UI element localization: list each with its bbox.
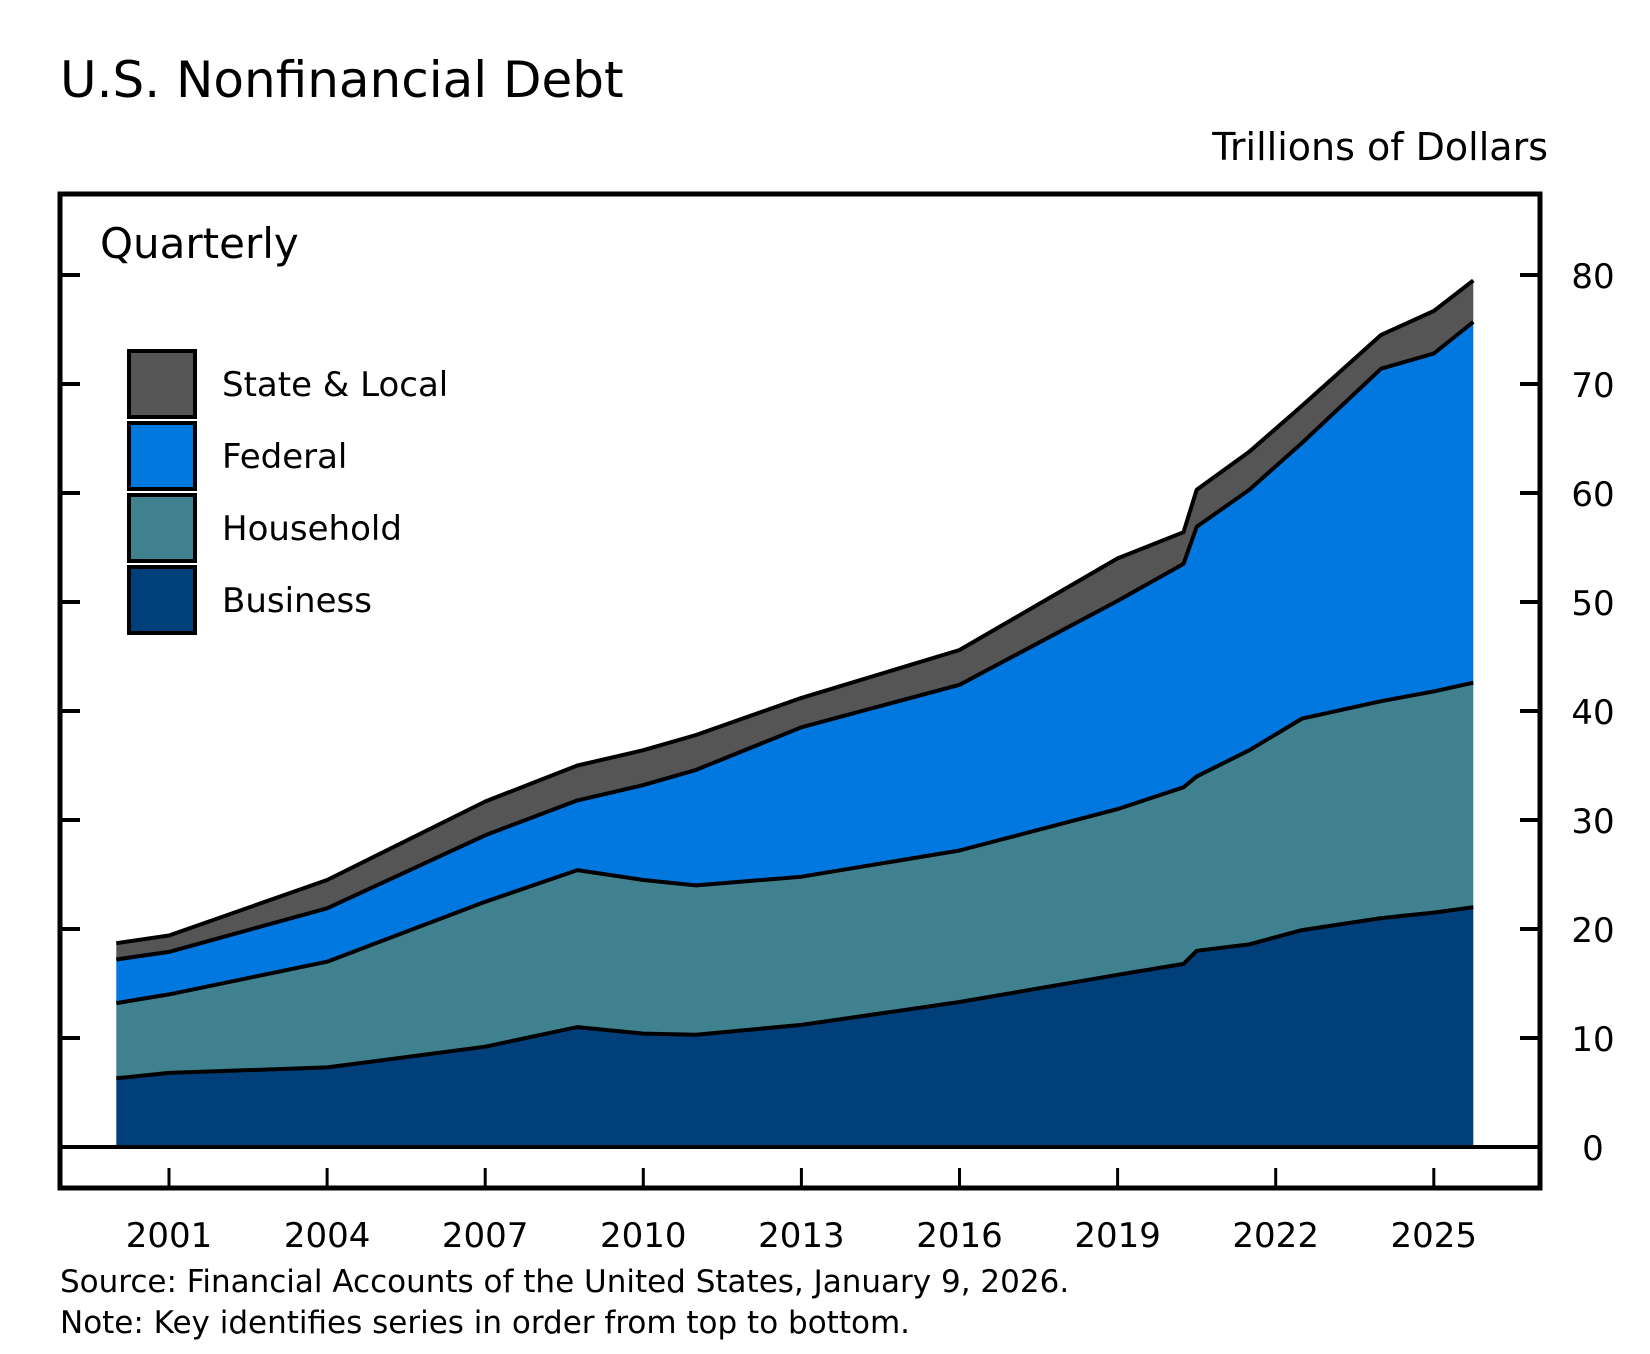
series-line-federal: [116, 320, 1475, 962]
units-label: Trillions of Dollars: [1211, 125, 1548, 169]
area-household: [116, 682, 1474, 1079]
chart-title: U.S. Nonfinancial Debt: [60, 51, 624, 109]
series-line-business: [116, 905, 1474, 1081]
legend: State & Local Federal Household Business: [127, 349, 448, 635]
y-tick-label: 20: [1571, 911, 1614, 951]
x-tick-label: 2001: [126, 1216, 213, 1256]
x-tick-label: 2025: [1391, 1216, 1478, 1256]
legend-label: Business: [222, 581, 372, 621]
series-line-state-local: [116, 278, 1475, 946]
x-tick-label: 2016: [916, 1216, 1003, 1256]
y-tick-label: 30: [1571, 802, 1614, 842]
frequency-label: Quarterly: [100, 219, 299, 268]
legend-swatch: [127, 565, 197, 635]
plot-areas: [115, 278, 1475, 1147]
area-federal: [116, 321, 1474, 1004]
y-tick-label: 50: [1571, 584, 1614, 624]
legend-label: State & Local: [222, 365, 448, 405]
source-note: Source: Financial Accounts of the United…: [60, 1264, 1069, 1300]
legend-label: Household: [222, 509, 402, 549]
x-tick-label: 2004: [284, 1216, 371, 1256]
x-tick-label: 2007: [442, 1216, 529, 1256]
y-tick-label: 70: [1571, 366, 1614, 406]
y-tick-label: 80: [1571, 257, 1614, 297]
y-tick-label: 60: [1571, 475, 1614, 515]
y-tick-label: 10: [1571, 1020, 1614, 1060]
legend-label: Federal: [222, 437, 347, 477]
axes: 0 10 20 30 40 50 60 70 80 2001 2004 2007 2010 2013 201…: [57, 191, 1615, 1256]
x-tick-label: 2019: [1074, 1216, 1161, 1256]
y-tick-label: 0: [1582, 1129, 1604, 1169]
x-tick-label: 2013: [758, 1216, 845, 1256]
x-tick-label: 2022: [1232, 1216, 1319, 1256]
footnote: Note: Key identifies series in order fro…: [60, 1305, 910, 1341]
legend-swatch: [127, 421, 197, 491]
y-tick-label: 40: [1571, 693, 1614, 733]
legend-swatch: [127, 349, 197, 419]
x-tick-label: 2010: [600, 1216, 687, 1256]
legend-swatch: [127, 493, 197, 563]
series-line-household: [115, 680, 1474, 1006]
